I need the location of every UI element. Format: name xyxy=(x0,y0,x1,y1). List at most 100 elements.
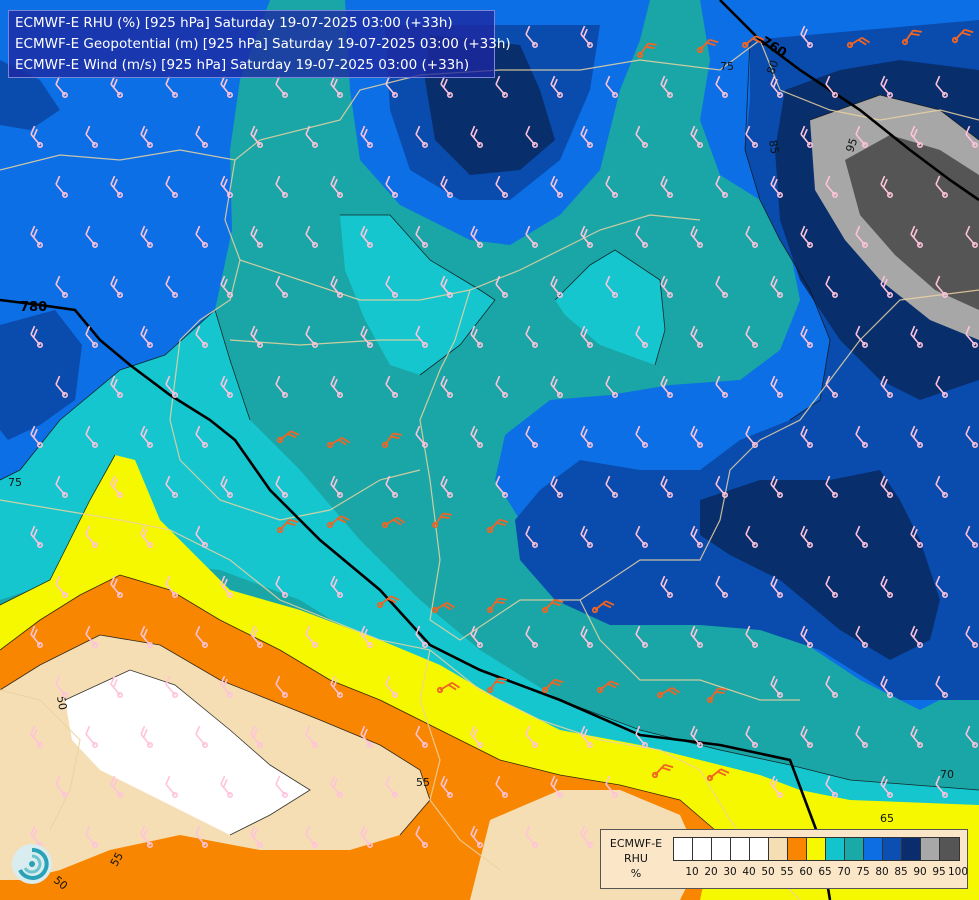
wind-barb xyxy=(825,675,839,699)
wind-barb xyxy=(800,725,814,749)
wind-barb xyxy=(195,625,209,649)
wind-barb xyxy=(580,725,594,749)
wind-barb xyxy=(910,125,924,149)
wind-barb xyxy=(330,375,344,399)
rhu-region-50 xyxy=(65,670,310,835)
wind-barb xyxy=(800,425,814,449)
wind-barb xyxy=(880,575,894,599)
wind-barb xyxy=(745,725,759,749)
wind-barb xyxy=(715,175,729,199)
wind-barb xyxy=(855,525,869,549)
legend-swatch xyxy=(788,838,807,860)
wind-barb xyxy=(55,475,69,499)
rhu-region-85-w xyxy=(0,310,82,440)
wind-barb xyxy=(30,225,44,249)
wind-barb xyxy=(910,325,924,349)
wind-barb xyxy=(745,525,759,549)
wind-barb xyxy=(660,575,674,599)
wind-barb xyxy=(140,425,154,449)
wind-barb xyxy=(880,475,894,499)
wind-barb xyxy=(165,175,179,199)
wind-barb xyxy=(715,275,729,299)
wind-barb xyxy=(745,425,759,449)
wind-barb xyxy=(525,525,539,549)
wind-barb xyxy=(195,725,209,749)
wind-barb xyxy=(495,275,509,299)
wind-barb xyxy=(580,825,594,849)
wind-barb xyxy=(140,525,154,549)
wind-barb xyxy=(275,575,289,599)
legend-tick-label: 60 xyxy=(799,866,813,878)
wind-barb xyxy=(220,175,234,199)
wind-barb xyxy=(651,763,674,779)
wind-barb xyxy=(770,575,784,599)
wind-barb xyxy=(220,475,234,499)
wind-barb xyxy=(525,325,539,349)
wind-barb xyxy=(605,75,619,99)
wind-barb xyxy=(880,275,894,299)
wind-barb xyxy=(110,375,124,399)
legend-swatch xyxy=(769,838,788,860)
legend-tick-label: 10 xyxy=(685,866,699,878)
wind-barb xyxy=(55,275,69,299)
wind-barb xyxy=(800,25,814,49)
wind-barb xyxy=(470,425,484,449)
wind-barb xyxy=(140,225,154,249)
wind-barb xyxy=(195,525,209,549)
wind-barb xyxy=(596,680,620,694)
wind-barb xyxy=(770,175,784,199)
wind-barb xyxy=(385,475,399,499)
legend-swatch xyxy=(940,838,959,860)
wind-barb xyxy=(580,25,594,49)
wind-barb xyxy=(525,125,539,149)
wind-barb xyxy=(165,375,179,399)
wind-barb xyxy=(55,775,69,799)
wind-barb xyxy=(550,375,564,399)
legend-tick-label: 30 xyxy=(723,866,737,878)
rhu-label-50-a: 50 xyxy=(54,695,69,711)
legend-swatch xyxy=(826,838,845,860)
wind-barb xyxy=(470,325,484,349)
wind-barb xyxy=(195,425,209,449)
wind-barb xyxy=(495,175,509,199)
wind-barb xyxy=(110,475,124,499)
wind-barb xyxy=(825,575,839,599)
wind-barb xyxy=(470,125,484,149)
wind-barb xyxy=(110,175,124,199)
wind-barb xyxy=(415,625,429,649)
wind-barb xyxy=(855,625,869,649)
legend-ticks: 10 20 30 40 50 55 60 65 70 75 80 85 90 95 100 xyxy=(673,866,973,880)
wind-barb xyxy=(525,25,539,49)
wind-barb xyxy=(486,518,509,534)
wind-barb xyxy=(770,275,784,299)
wind-barb xyxy=(525,825,539,849)
legend-tick-label: 70 xyxy=(837,866,851,878)
legend-swatch xyxy=(750,838,769,860)
wind-barb xyxy=(660,175,674,199)
wind-barb xyxy=(415,825,429,849)
legend-colorbar xyxy=(673,837,960,861)
wind-barb xyxy=(690,425,704,449)
wind-barb xyxy=(415,125,429,149)
wind-barb xyxy=(276,518,299,534)
rhu-label-70-e: 70 xyxy=(940,768,954,781)
wind-barb xyxy=(220,675,234,699)
rhu-label-55-c: 55 xyxy=(416,776,430,789)
wind-barb xyxy=(745,225,759,249)
title-geopotential: ECMWF-E Geopotential (m) [925 hPa] Satur… xyxy=(15,36,511,52)
wind-barb xyxy=(580,525,594,549)
legend-tick-label: 40 xyxy=(742,866,756,878)
wind-barb xyxy=(935,175,949,199)
wind-barb xyxy=(541,598,564,614)
wind-barb xyxy=(770,675,784,699)
wind-barb xyxy=(470,225,484,249)
wind-barb xyxy=(495,75,509,99)
wind-barb xyxy=(855,325,869,349)
legend-swatch xyxy=(845,838,864,860)
wind-barb xyxy=(965,225,979,249)
wind-barb xyxy=(636,42,658,59)
geopotential-line-780 xyxy=(0,298,832,900)
geopotential-line-760 xyxy=(719,0,979,202)
wind-barb xyxy=(165,275,179,299)
